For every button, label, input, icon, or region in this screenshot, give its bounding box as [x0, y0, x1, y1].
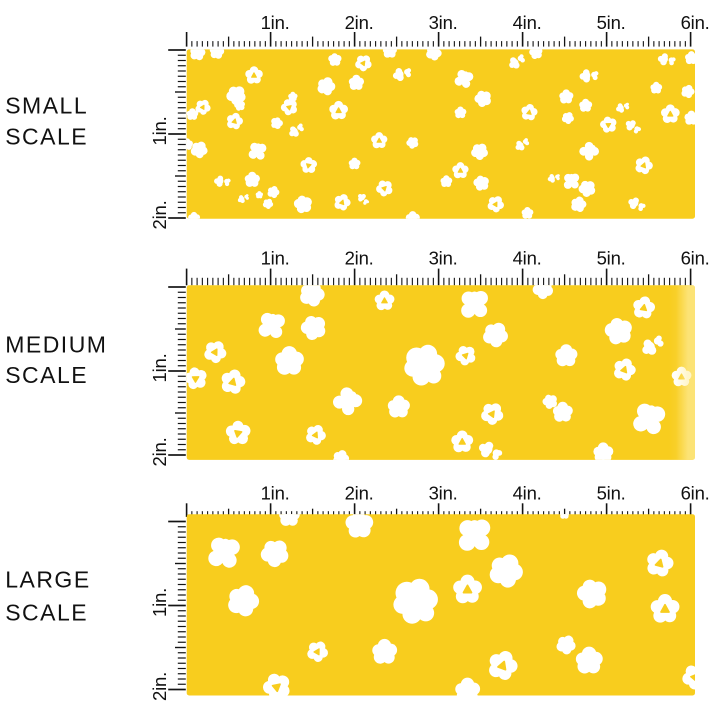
- svg-text:2in.: 2in.: [149, 200, 170, 229]
- svg-text:6in.: 6in.: [681, 12, 710, 33]
- svg-text:SCALE: SCALE: [5, 124, 88, 150]
- svg-text:2in.: 2in.: [345, 247, 374, 268]
- svg-text:2in.: 2in.: [345, 12, 374, 33]
- svg-text:5in.: 5in.: [597, 12, 626, 33]
- svg-text:1in.: 1in.: [149, 588, 170, 617]
- svg-text:4in.: 4in.: [513, 247, 542, 268]
- svg-text:SMALL: SMALL: [5, 93, 88, 119]
- svg-text:SCALE: SCALE: [5, 600, 88, 626]
- svg-text:1in.: 1in.: [261, 247, 290, 268]
- svg-text:1in.: 1in.: [261, 12, 290, 33]
- svg-text:3in.: 3in.: [429, 12, 458, 33]
- svg-text:6in.: 6in.: [681, 247, 710, 268]
- svg-text:LARGE: LARGE: [5, 567, 90, 593]
- svg-text:1in.: 1in.: [149, 353, 170, 382]
- svg-text:1in.: 1in.: [149, 116, 170, 145]
- svg-text:SCALE: SCALE: [5, 362, 88, 388]
- svg-text:5in.: 5in.: [597, 483, 626, 504]
- svg-text:4in.: 4in.: [513, 12, 542, 33]
- svg-text:3in.: 3in.: [429, 247, 458, 268]
- svg-text:3in.: 3in.: [429, 483, 458, 504]
- svg-text:2in.: 2in.: [149, 437, 170, 466]
- svg-text:2in.: 2in.: [345, 483, 374, 504]
- svg-text:1in.: 1in.: [261, 483, 290, 504]
- svg-text:MEDIUM: MEDIUM: [5, 331, 107, 357]
- svg-text:6in.: 6in.: [681, 483, 710, 504]
- svg-text:5in.: 5in.: [597, 247, 626, 268]
- svg-text:4in.: 4in.: [513, 483, 542, 504]
- svg-text:2in.: 2in.: [149, 672, 170, 701]
